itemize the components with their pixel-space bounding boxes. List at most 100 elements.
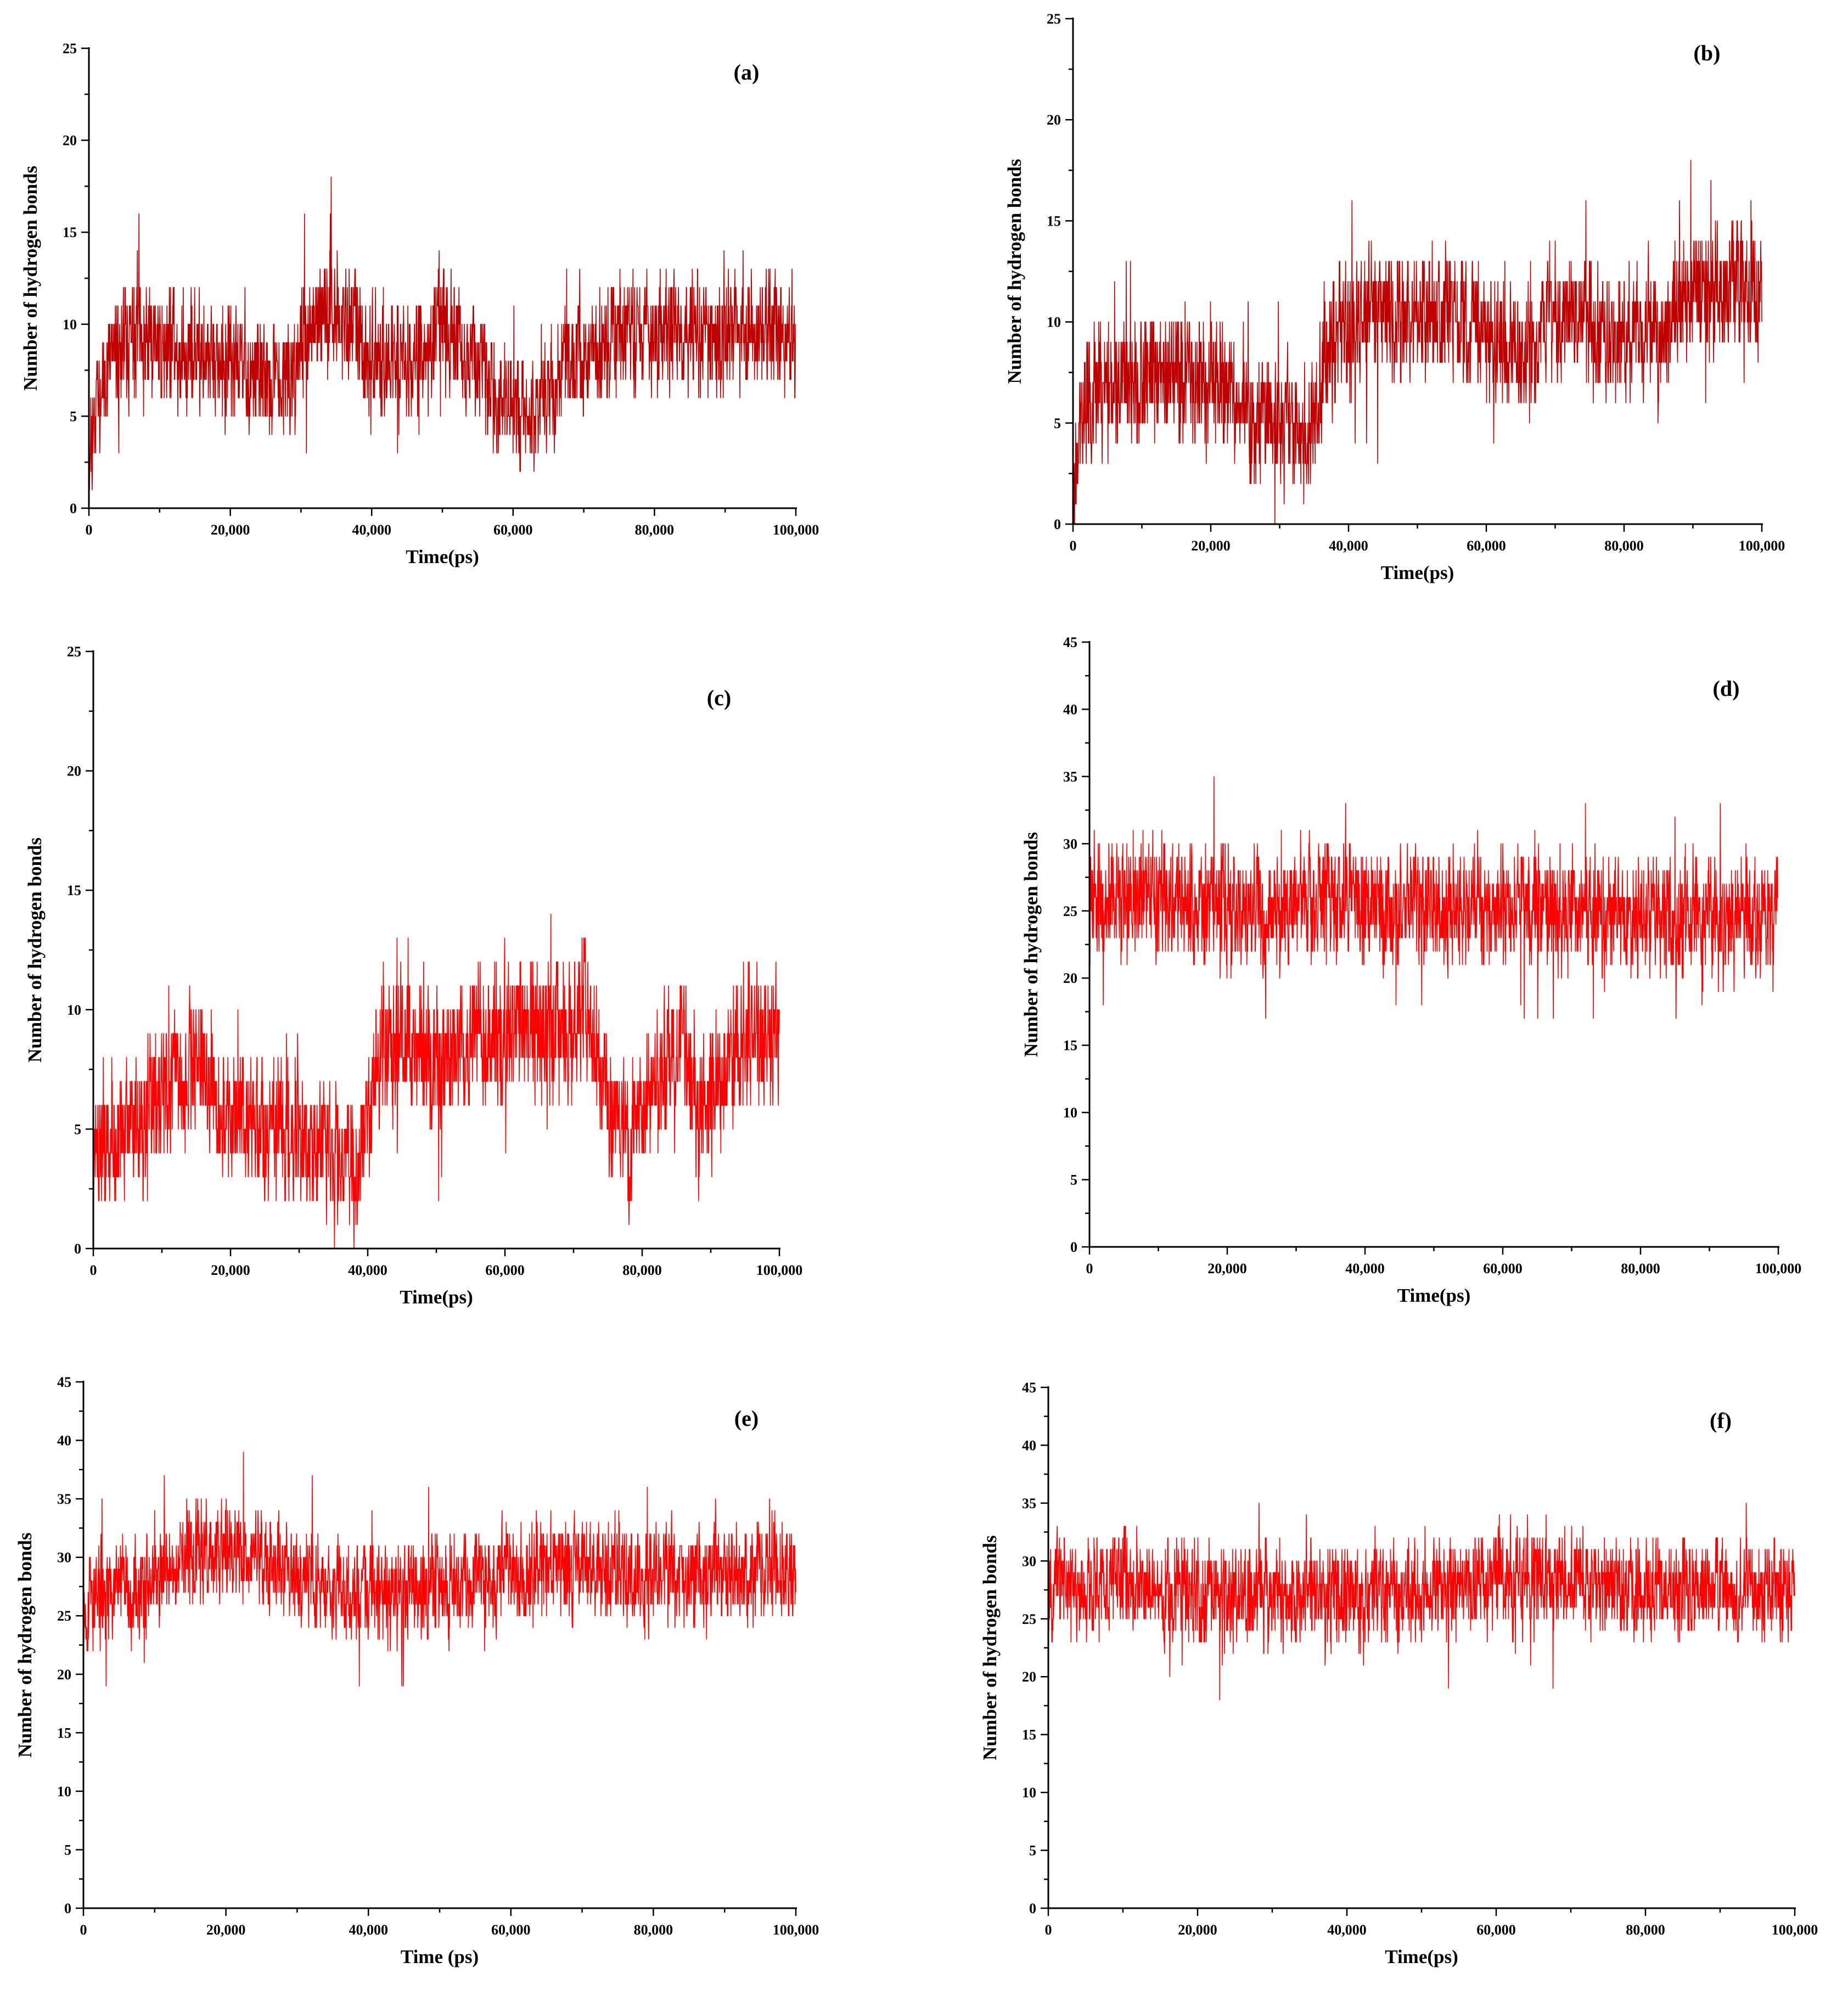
y-tick-label: 15 — [57, 1725, 71, 1741]
panel-label: (d) — [1713, 676, 1740, 701]
x-tick-label: 60,000 — [1483, 1261, 1523, 1277]
y-tick-label: 20 — [67, 763, 81, 779]
x-tick-label: 80,000 — [635, 522, 675, 538]
x-tick-label: 60,000 — [493, 522, 533, 538]
chart-panel-3: 0 5 10 15 20 25 0 20,000 40,000 60,000 80,000 100,0… — [24, 644, 802, 1308]
y-tick-label: 25 — [1063, 903, 1077, 919]
x-axis-title: Time(ps) — [1385, 1946, 1458, 1967]
y-tick-label: 10 — [67, 1002, 81, 1018]
x-tick-label: 80,000 — [1604, 538, 1644, 554]
y-tick-label: 45 — [1022, 1380, 1036, 1396]
x-tick-label: 0 — [1070, 538, 1077, 554]
x-tick-label: 60,000 — [491, 1922, 531, 1938]
y-tick-label: 5 — [64, 1842, 71, 1858]
x-tick-label: 100,000 — [1739, 538, 1785, 554]
y-tick-label: 35 — [1063, 769, 1077, 785]
y-tick-label: 35 — [1022, 1495, 1036, 1511]
x-tick-label: 20,000 — [211, 522, 250, 538]
panel-label: (c) — [707, 685, 731, 710]
y-tick-label: 10 — [1022, 1785, 1036, 1801]
y-tick-label: 20 — [57, 1667, 71, 1683]
panel-label: (f) — [1710, 1408, 1732, 1433]
y-tick-label: 20 — [1047, 112, 1061, 128]
x-tick-label: 0 — [86, 522, 93, 538]
y-tick-label: 0 — [64, 1901, 71, 1916]
x-tick-label: 60,000 — [1476, 1922, 1516, 1938]
y-tick-label: 45 — [57, 1374, 71, 1390]
x-tick-label: 100,000 — [756, 1262, 803, 1278]
y-tick-label: 35 — [57, 1491, 71, 1507]
panel-label: (a) — [734, 60, 760, 85]
chart-panel-4: 0 5 10 15 20 25 30 35 40 45 0 20,000 40,000 60,000 80,… — [1020, 634, 1801, 1306]
y-tick-label: 15 — [1047, 213, 1061, 229]
y-tick-label: 10 — [57, 1784, 71, 1800]
y-axis-title: Number of hydrogen bonds — [14, 1532, 36, 1757]
x-tick-label: 40,000 — [348, 1262, 387, 1278]
series-line-hydrogen-bonds — [93, 913, 780, 1249]
x-tick-label: 40,000 — [1329, 538, 1368, 554]
y-tick-label: 40 — [57, 1433, 71, 1449]
series-line-hydrogen-bonds — [1072, 160, 1762, 525]
x-tick-label: 40,000 — [1345, 1261, 1385, 1277]
x-axis-title: Time(ps) — [400, 1286, 473, 1308]
x-tick-label: 80,000 — [1626, 1922, 1665, 1938]
y-tick-label: 5 — [70, 408, 77, 424]
y-tick-label: 5 — [1070, 1172, 1077, 1188]
y-tick-label: 25 — [1022, 1611, 1036, 1627]
y-tick-label: 25 — [63, 41, 77, 57]
y-tick-label: 10 — [63, 317, 77, 333]
x-tick-label: 20,000 — [206, 1922, 246, 1938]
x-tick-label: 60,000 — [485, 1262, 525, 1278]
y-tick-label: 20 — [1022, 1669, 1036, 1685]
series-line-hydrogen-bonds — [83, 1452, 796, 1686]
y-tick-label: 30 — [1063, 836, 1077, 852]
x-tick-label: 100,000 — [773, 1922, 819, 1938]
x-tick-label: 80,000 — [634, 1922, 673, 1938]
y-axis-title: Number of hydrogen bonds — [20, 166, 41, 391]
panel-label: (b) — [1694, 41, 1721, 65]
x-tick-label: 80,000 — [622, 1262, 662, 1278]
x-axis-title: Time(ps) — [1381, 562, 1454, 583]
y-tick-label: 5 — [1054, 415, 1061, 431]
x-tick-label: 100,000 — [1755, 1261, 1802, 1277]
x-axis-title: Time(ps) — [1397, 1285, 1471, 1306]
y-tick-label: 40 — [1022, 1437, 1036, 1453]
y-tick-label: 20 — [63, 133, 77, 149]
x-tick-label: 40,000 — [352, 522, 391, 538]
x-tick-label: 0 — [1045, 1922, 1052, 1938]
y-tick-label: 0 — [70, 501, 77, 516]
y-tick-label: 25 — [67, 644, 81, 660]
x-tick-label: 60,000 — [1467, 538, 1506, 554]
y-tick-label: 25 — [57, 1608, 71, 1624]
y-axis-title: Number of hydrogen bonds — [24, 837, 46, 1062]
x-tick-label: 20,000 — [1178, 1922, 1217, 1938]
y-axis-title: Number of hydrogen bonds — [1020, 832, 1042, 1057]
chart-panel-5: 0 5 10 15 20 25 30 35 40 45 0 20,000 40,000 60,000 80,… — [14, 1374, 819, 1967]
x-tick-label: 40,000 — [1327, 1922, 1367, 1938]
y-tick-label: 25 — [1047, 11, 1061, 27]
chart-panel-6: 0 5 10 15 20 25 30 35 40 45 0 20,000 40,000 60,000 80,… — [979, 1380, 1818, 1967]
y-tick-label: 10 — [1047, 314, 1061, 330]
y-axis-title: Number of hydrogen bonds — [979, 1535, 1001, 1760]
series-line-hydrogen-bonds — [1048, 1503, 1795, 1701]
x-axis-title: Time (ps) — [401, 1946, 479, 1967]
x-tick-label: 100,000 — [1772, 1922, 1818, 1938]
y-tick-label: 45 — [1063, 634, 1077, 650]
x-axis-title: Time(ps) — [406, 546, 479, 567]
y-tick-label: 30 — [1022, 1553, 1036, 1569]
y-tick-label: 15 — [1063, 1038, 1077, 1054]
x-tick-label: 40,000 — [349, 1922, 388, 1938]
y-tick-label: 5 — [1029, 1843, 1036, 1859]
y-tick-label: 5 — [74, 1121, 81, 1137]
y-tick-label: 0 — [74, 1241, 81, 1257]
chart-panel-1: 0 5 10 15 20 25 0 20,000 40,000 60,000 80,000 100,0… — [20, 41, 819, 567]
y-tick-label: 0 — [1070, 1239, 1077, 1255]
y-tick-label: 15 — [63, 224, 77, 240]
x-tick-label: 20,000 — [1191, 538, 1231, 554]
x-tick-label: 100,000 — [773, 522, 819, 538]
y-tick-label: 10 — [1063, 1105, 1077, 1121]
y-tick-label: 30 — [57, 1550, 71, 1566]
x-tick-label: 20,000 — [211, 1262, 250, 1278]
y-tick-label: 0 — [1029, 1901, 1036, 1916]
